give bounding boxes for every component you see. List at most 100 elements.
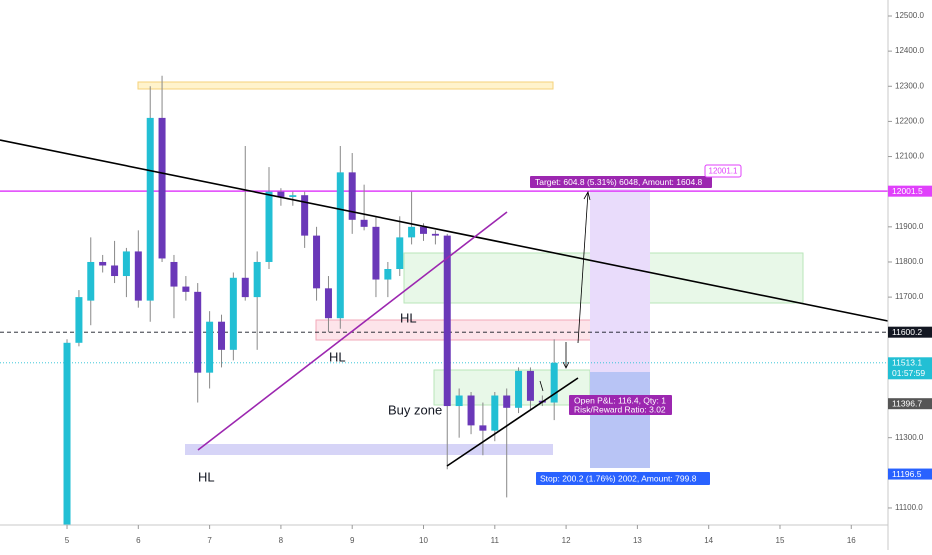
candle-body — [111, 265, 119, 277]
target-price-label: 12001.1 — [709, 167, 738, 176]
candle-body — [336, 172, 344, 319]
support-line — [446, 377, 579, 467]
price-tag-label: 11600.2 — [892, 327, 922, 337]
x-tick-label: 16 — [847, 536, 856, 545]
y-tick-label: 11900.0 — [895, 222, 924, 231]
price-tag — [888, 468, 932, 480]
price-tag-label: 11513.1 — [892, 358, 922, 368]
candle-body — [134, 251, 142, 301]
candle-body — [277, 191, 285, 197]
target-price-tag — [704, 164, 742, 178]
candle-body — [503, 395, 511, 408]
stop-area — [590, 372, 650, 468]
price-tag-label: 11396.7 — [892, 398, 922, 408]
time-axis — [0, 525, 888, 550]
countdown-label: 01:57:59 — [892, 368, 925, 378]
candle-body — [99, 261, 107, 266]
price-tag — [888, 398, 932, 410]
candle-body — [526, 370, 534, 401]
y-tick-label: 11700.0 — [895, 292, 924, 301]
annotation: HL — [329, 349, 346, 364]
trend-line — [0, 139, 889, 322]
candle-body — [550, 362, 558, 403]
candle-body — [182, 286, 190, 292]
y-tick-label: 12400.0 — [895, 46, 924, 55]
candle-body — [206, 321, 214, 373]
x-tick-label: 7 — [207, 536, 212, 545]
candle-body — [420, 226, 428, 234]
candle-body — [253, 261, 261, 298]
candle-body — [289, 195, 297, 197]
candle-body — [396, 237, 404, 270]
target-area — [590, 189, 650, 372]
candle-body — [455, 395, 463, 407]
candle-body — [170, 261, 178, 287]
candles — [63, 75, 558, 547]
candle-body — [515, 370, 523, 408]
y-tick-label: 12300.0 — [895, 81, 924, 90]
candle-body — [360, 219, 368, 227]
candle-body — [313, 235, 321, 289]
candle-body — [467, 395, 475, 426]
candle-body — [348, 172, 356, 220]
candle-body — [229, 277, 237, 350]
arrow-head — [583, 190, 591, 201]
y-tick-label: 12100.0 — [895, 152, 924, 161]
x-tick-label: 5 — [65, 536, 70, 545]
price-tag — [888, 185, 932, 197]
candle-body — [63, 342, 71, 530]
support-zone — [185, 444, 553, 455]
annotation: Buy zone — [388, 402, 442, 417]
price-tag — [888, 357, 932, 380]
y-tick-label: 12200.0 — [895, 117, 924, 126]
candle-body — [372, 226, 380, 280]
y-tick-label: 12500.0 — [895, 11, 924, 20]
y-tick-label: 11100.0 — [895, 503, 923, 512]
x-tick-label: 15 — [776, 536, 785, 545]
price-tag-label: 11196.5 — [892, 469, 922, 479]
x-tick-label: 8 — [279, 536, 284, 545]
candle-body — [241, 277, 249, 298]
candle-body — [75, 297, 83, 343]
y-tick-label: 11300.0 — [895, 433, 924, 442]
candle-body — [146, 117, 154, 301]
candle-body — [301, 195, 309, 236]
candle-body — [122, 251, 130, 277]
y-tick-label: 11800.0 — [895, 257, 924, 266]
rising-trend-line — [197, 211, 508, 451]
x-tick-label: 14 — [704, 536, 713, 545]
x-tick-label: 9 — [350, 536, 355, 545]
candle-body — [87, 261, 95, 301]
price-tag — [888, 326, 932, 338]
candle-body — [158, 117, 166, 259]
x-tick-label: 11 — [491, 536, 500, 545]
price-axis — [888, 0, 932, 550]
x-tick-label: 10 — [419, 536, 428, 545]
candle-body — [491, 395, 499, 431]
x-tick-label: 12 — [562, 536, 571, 545]
stop-tag — [536, 472, 710, 485]
x-tick-label: 6 — [136, 536, 141, 545]
candle-body — [431, 233, 439, 236]
candle-body — [324, 288, 332, 319]
stop-label: Stop: 200.2 (1.76%) 2002, Amount: 799.8 — [540, 473, 697, 483]
resistance-zone — [137, 81, 554, 90]
pnl-label: Open P&L: 116.4, Qty: 1 — [574, 395, 666, 405]
pnl-tag — [569, 395, 672, 415]
arrow-head — [562, 361, 570, 369]
candle-body — [384, 269, 392, 280]
projection-arrow — [577, 192, 589, 344]
price-tag-label: 12001.5 — [892, 186, 923, 196]
annotation: HL — [400, 310, 417, 325]
target-label: Target: 604.8 (5.31%) 6048, Amount: 1604… — [535, 177, 703, 187]
annotation: HL — [198, 469, 215, 484]
target-tag — [530, 176, 712, 188]
candle-body — [408, 226, 416, 238]
candle-body — [443, 235, 451, 407]
axis-layer: 11100.011300.011700.011800.011900.012100… — [65, 11, 932, 545]
x-tick-label: 13 — [633, 536, 642, 545]
candle-body — [479, 425, 487, 431]
candle-body — [194, 291, 202, 373]
risk-reward-label: Risk/Reward Ratio: 3.02 — [574, 404, 666, 414]
